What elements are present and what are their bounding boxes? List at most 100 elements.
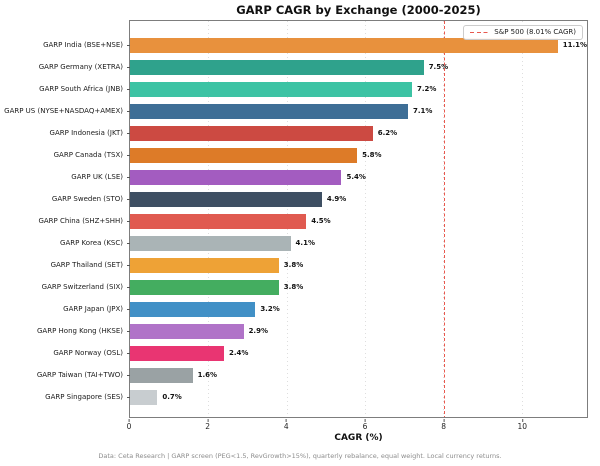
y-tick bbox=[127, 88, 130, 90]
category-label: GARP Thailand (SET) bbox=[50, 260, 123, 269]
bar bbox=[130, 169, 342, 185]
value-label: 7.1% bbox=[413, 106, 433, 115]
bar bbox=[130, 37, 558, 53]
bar bbox=[130, 103, 409, 119]
bar-row: GARP Japan (JPX) 3.2% bbox=[63, 298, 587, 320]
y-tick bbox=[127, 220, 130, 222]
y-tick bbox=[127, 110, 130, 112]
x-tick: 6 bbox=[362, 419, 368, 431]
category-label: GARP Canada (TSX) bbox=[53, 150, 123, 159]
category-label: GARP Sweden (STO) bbox=[51, 194, 123, 203]
x-tick: 8 bbox=[441, 419, 446, 431]
bar bbox=[130, 389, 158, 405]
y-tick bbox=[127, 176, 130, 178]
category-label: GARP Japan (JPX) bbox=[63, 304, 123, 313]
category-label: GARP Switzerland (SIX) bbox=[41, 282, 123, 291]
value-label: 4.1% bbox=[295, 238, 315, 247]
x-tick-mark bbox=[207, 419, 209, 422]
y-tick bbox=[127, 352, 130, 354]
bar-row: GARP Thailand (SET) 3.8% bbox=[51, 254, 587, 276]
bar-row: GARP Taiwan (TAI+TWO) 1.6% bbox=[37, 364, 587, 386]
value-label: 7.5% bbox=[428, 62, 449, 71]
value-label: 0.7% bbox=[162, 392, 182, 401]
bar-row: GARP US (NYSE+NASDAQ+AMEX) 7.1% bbox=[4, 100, 587, 122]
bar bbox=[130, 125, 373, 141]
bar-row: GARP Norway (OSL) 2.4% bbox=[53, 342, 587, 364]
category-label: GARP UK (LSE) bbox=[71, 172, 123, 181]
category-label: GARP South Africa (JNB) bbox=[39, 84, 123, 93]
y-tick bbox=[127, 242, 130, 244]
y-tick bbox=[127, 286, 130, 288]
bar bbox=[130, 235, 291, 251]
category-label: GARP China (SHZ+SHH) bbox=[38, 216, 123, 225]
category-label: GARP Indonesia (JKT) bbox=[49, 128, 123, 137]
bar-row: GARP Hong Kong (HKSE) 2.9% bbox=[37, 320, 587, 342]
y-tick bbox=[127, 396, 130, 398]
bar bbox=[130, 301, 256, 317]
sp500-reference-line bbox=[443, 21, 446, 417]
y-tick bbox=[127, 132, 130, 134]
x-tick-mark bbox=[443, 419, 445, 422]
bar-row: GARP Singapore (SES) 0.7% bbox=[45, 386, 587, 408]
value-label: 5.4% bbox=[346, 172, 366, 181]
category-label: GARP Taiwan (TAI+TWO) bbox=[36, 370, 123, 379]
bar bbox=[130, 345, 224, 361]
plot-area: GARP India (BSE+NSE) 11.1% GARP Germany (X… bbox=[4, 20, 588, 418]
bar-row: GARP Germany (XETRA) 7.5% bbox=[39, 56, 587, 78]
y-tick bbox=[127, 308, 130, 310]
value-label: 4.9% bbox=[326, 194, 347, 203]
bar bbox=[130, 59, 424, 75]
x-tick-label: 4 bbox=[283, 422, 289, 431]
y-tick bbox=[127, 374, 130, 376]
bar-rows: GARP India (BSE+NSE) 11.1% GARP Germany (X… bbox=[4, 21, 587, 417]
bar bbox=[130, 257, 279, 273]
bar-row: GARP Switzerland (SIX) 3.8% bbox=[42, 276, 587, 298]
value-label: 2.9% bbox=[248, 326, 268, 335]
bar bbox=[130, 147, 358, 163]
y-tick bbox=[127, 154, 130, 156]
category-label: GARP Germany (XETRA) bbox=[38, 62, 123, 71]
bar bbox=[130, 279, 279, 295]
x-tick: 10 bbox=[517, 419, 528, 431]
bar-row: GARP Canada (TSX) 5.8% bbox=[54, 144, 587, 166]
x-tick-mark bbox=[128, 419, 130, 422]
x-axis-label: CAGR (%) bbox=[334, 433, 383, 443]
value-label: 4.5% bbox=[311, 216, 331, 225]
x-axis: 0 2 4 6 8 10 bbox=[127, 419, 588, 433]
y-tick bbox=[127, 66, 130, 68]
bar-row: GARP UK (LSE) 5.4% bbox=[71, 166, 587, 188]
category-label: GARP US (NYSE+NASDAQ+AMEX) bbox=[4, 106, 123, 115]
category-label: GARP Korea (KSC) bbox=[60, 238, 123, 247]
value-label: 6.2% bbox=[377, 128, 398, 137]
value-label: 1.6% bbox=[197, 370, 218, 379]
y-tick bbox=[127, 44, 130, 46]
x-tick-label: 10 bbox=[517, 422, 528, 431]
bar bbox=[130, 323, 244, 339]
bar-row: GARP Sweden (STO) 4.9% bbox=[52, 188, 587, 210]
footer-note: Data: Ceta Research | GARP screen (PEG<1… bbox=[98, 452, 502, 460]
x-tick-label: 8 bbox=[441, 422, 447, 431]
y-tick bbox=[127, 198, 130, 200]
category-label: GARP Hong Kong (HKSE) bbox=[37, 326, 123, 335]
x-tick-mark bbox=[285, 419, 287, 422]
x-tick: 4 bbox=[284, 419, 289, 431]
legend: S&P 500 (8.01% CAGR) bbox=[463, 25, 583, 40]
bar bbox=[130, 191, 322, 207]
bar-row: GARP Korea (KSC) 4.1% bbox=[60, 232, 587, 254]
bar bbox=[130, 367, 193, 383]
x-tick: 0 bbox=[127, 419, 131, 431]
x-tick-label: 6 bbox=[362, 422, 368, 431]
value-label: 5.8% bbox=[362, 150, 382, 159]
chart-title: GARP CAGR by Exchange (2000-2025) bbox=[236, 3, 481, 17]
gridline bbox=[521, 21, 523, 417]
y-tick bbox=[127, 264, 130, 266]
bar-row: GARP South Africa (JNB) 7.2% bbox=[39, 78, 587, 100]
bar bbox=[130, 81, 412, 97]
x-tick: 2 bbox=[205, 419, 210, 431]
bar-row: GARP India (BSE+NSE) 11.1% bbox=[43, 34, 587, 56]
dashed-line-icon bbox=[470, 31, 490, 34]
bar bbox=[130, 213, 307, 229]
x-tick-mark bbox=[521, 419, 523, 422]
y-tick bbox=[127, 330, 130, 332]
